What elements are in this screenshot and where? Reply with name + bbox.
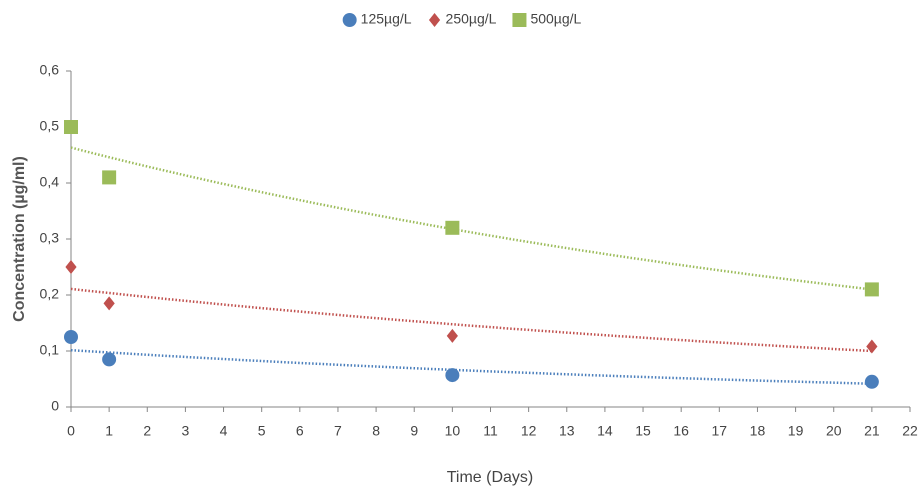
x-tick-label: 8	[372, 423, 380, 439]
x-tick-label: 12	[521, 423, 537, 439]
legend: 125µg/L 250µg/L 500µg/L	[342, 11, 582, 27]
trendline	[70, 146, 873, 291]
y-tick-label: 0,1	[40, 342, 60, 358]
data-point	[102, 352, 117, 367]
data-point	[446, 328, 458, 343]
x-tick-label: 17	[712, 423, 728, 439]
x-tick-label: 7	[334, 423, 342, 439]
x-tick-label: 18	[750, 423, 766, 439]
y-tick-label: 0,3	[40, 230, 60, 246]
y-axis-title: Concentration (µg/ml)	[11, 156, 28, 322]
y-tick-label: 0,4	[40, 174, 60, 190]
x-tick-label: 0	[67, 423, 75, 439]
x-tick-label: 2	[143, 423, 151, 439]
y-tick-label: 0,2	[40, 286, 60, 302]
x-tick-label: 20	[826, 423, 842, 439]
data-point	[64, 330, 78, 344]
trendline	[70, 348, 872, 385]
legend-marker	[512, 13, 527, 27]
x-tick-label: 19	[788, 423, 804, 439]
x-tick-label: 10	[445, 423, 461, 439]
legend-label: 500µg/L	[530, 11, 581, 27]
x-tick-label: 14	[597, 423, 613, 439]
data-point	[445, 220, 460, 235]
legend-label: 250µg/L	[446, 11, 497, 27]
y-tick-label: 0	[51, 398, 59, 414]
x-axis-title: Time (Days)	[447, 469, 534, 486]
trendline	[70, 287, 872, 353]
legend-label: 125µg/L	[361, 11, 412, 27]
x-tick-label: 22	[902, 423, 918, 439]
x-tick-label: 13	[559, 423, 575, 439]
data-point	[864, 282, 879, 297]
x-tick-label: 15	[635, 423, 651, 439]
x-tick-label: 21	[864, 423, 880, 439]
data-point	[445, 368, 460, 383]
y-tick-label: 0,5	[40, 118, 60, 134]
x-tick-label: 6	[296, 423, 304, 439]
x-tick-label: 9	[410, 423, 418, 439]
data-point	[866, 339, 878, 354]
x-tick-label: 5	[258, 423, 266, 439]
legend-marker	[428, 13, 441, 27]
data-point	[102, 170, 117, 185]
x-tick-label: 4	[220, 423, 228, 439]
data-point	[103, 296, 115, 311]
data-point	[64, 120, 78, 134]
x-tick-label: 11	[483, 423, 498, 439]
x-tick-label: 1	[105, 423, 113, 439]
data-point	[864, 374, 879, 389]
x-tick-label: 16	[673, 423, 689, 439]
data-point	[65, 260, 77, 274]
y-tick-label: 0,6	[40, 62, 60, 78]
legend-marker	[342, 13, 357, 27]
x-tick-label: 3	[182, 423, 190, 439]
